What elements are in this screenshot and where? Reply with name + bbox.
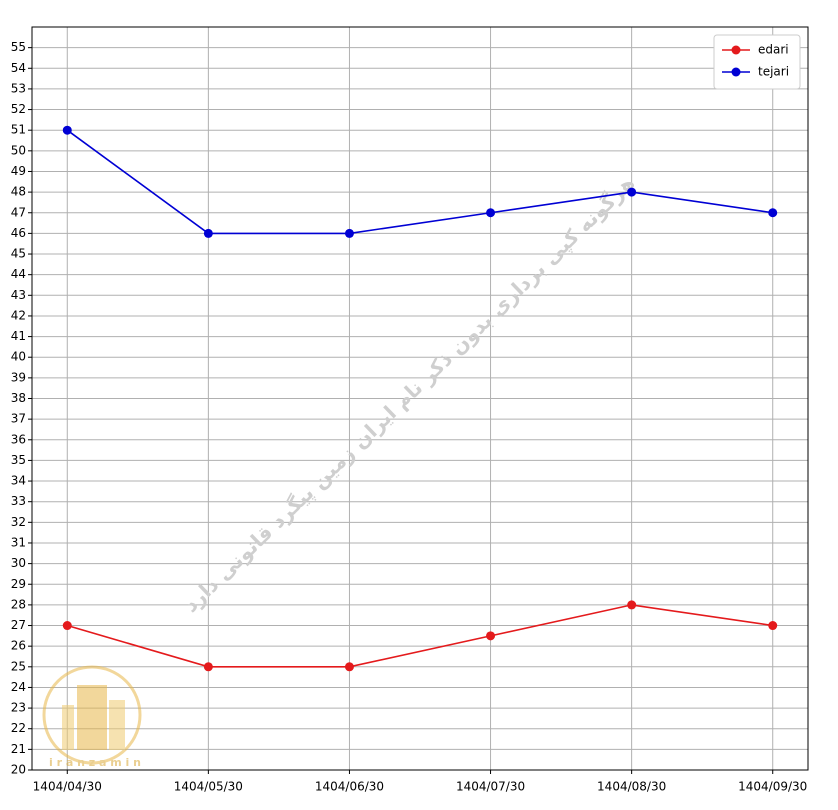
y-tick-label: 49 xyxy=(11,164,26,178)
point xyxy=(486,631,496,641)
y-tick-label: 50 xyxy=(11,143,26,157)
y-tick-label: 42 xyxy=(11,308,26,322)
y-tick-label: 24 xyxy=(11,680,26,694)
legend-point xyxy=(731,67,741,77)
y-tick-label: 53 xyxy=(11,81,26,95)
y-tick-label: 40 xyxy=(11,350,26,364)
x-tick-label: 1404/09/30 xyxy=(738,780,807,794)
y-tick-label: 43 xyxy=(11,288,26,302)
point xyxy=(203,228,213,238)
x-tick-label: 1404/05/30 xyxy=(174,780,243,794)
y-tick-label: 27 xyxy=(11,618,26,632)
y-tick-label: 46 xyxy=(11,226,26,240)
y-tick-label: 35 xyxy=(11,453,26,467)
x-tick-label: 1404/04/30 xyxy=(33,780,102,794)
point xyxy=(344,228,354,238)
logo-text: i r a n z a m i n xyxy=(49,756,141,769)
x-tick-label: 1404/06/30 xyxy=(315,780,384,794)
y-tick-label: 21 xyxy=(11,742,26,756)
y-tick-label: 48 xyxy=(11,185,26,199)
y-tick-label: 23 xyxy=(11,701,26,715)
point xyxy=(62,621,72,631)
y-tick-label: 54 xyxy=(11,61,26,75)
x-tick-label: 1404/08/30 xyxy=(597,780,666,794)
point xyxy=(627,600,637,610)
y-tick-label: 44 xyxy=(11,267,26,281)
y-tick-label: 39 xyxy=(11,370,26,384)
legend-point xyxy=(731,45,741,55)
y-tick-label: 52 xyxy=(11,102,26,116)
point xyxy=(486,208,496,218)
y-tick-label: 30 xyxy=(11,556,26,570)
y-tick-label: 32 xyxy=(11,515,26,529)
y-tick-label: 33 xyxy=(11,494,26,508)
point xyxy=(203,662,213,672)
point xyxy=(627,187,637,197)
legend-label: tejari xyxy=(758,65,789,79)
y-tick-label: 20 xyxy=(11,763,26,777)
line xyxy=(66,129,773,235)
y-tick-label: 36 xyxy=(11,432,26,446)
y-tick-label: 22 xyxy=(11,721,26,735)
y-tick-label: 28 xyxy=(11,597,26,611)
point xyxy=(62,125,72,135)
y-tick-label: 41 xyxy=(11,329,26,343)
y-tick-label: 34 xyxy=(11,474,26,488)
grid xyxy=(32,27,808,771)
legend-label: edari xyxy=(758,43,789,57)
x-tick-label: 1404/07/30 xyxy=(456,780,525,794)
y-tick-label: 26 xyxy=(11,639,26,653)
y-tick-label: 47 xyxy=(11,205,26,219)
y-tick-label: 55 xyxy=(11,40,26,54)
point xyxy=(344,662,354,672)
y-tick-label: 29 xyxy=(11,577,26,591)
line xyxy=(67,604,773,668)
y-tick-label: 45 xyxy=(11,247,26,261)
point xyxy=(768,208,778,218)
y-tick-label: 51 xyxy=(11,123,26,137)
y-tick-label: 38 xyxy=(11,391,26,405)
logo: i r a n z a m i n xyxy=(42,665,142,769)
point xyxy=(768,621,778,631)
watermark: هرگونه کپی برداری بدون ذکر نام ایران زمی… xyxy=(179,171,640,618)
y-tick-label: 37 xyxy=(11,412,26,426)
plot-frame xyxy=(31,26,809,771)
y-tick-label: 31 xyxy=(11,535,26,549)
y-tick-label: 25 xyxy=(11,659,26,673)
